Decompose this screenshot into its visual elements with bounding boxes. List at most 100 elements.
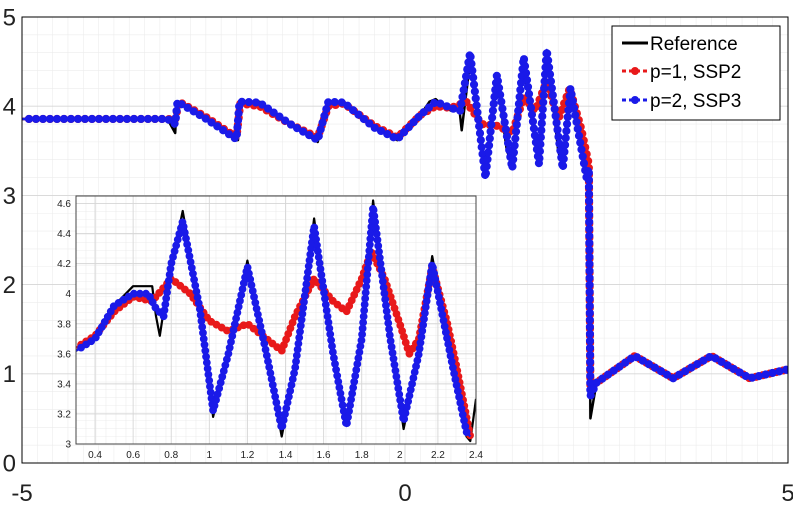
series-marker-2 — [561, 133, 570, 143]
legend-label-reference: Reference — [650, 34, 738, 55]
series-marker-2 — [563, 112, 572, 122]
series-marker-2 — [399, 128, 409, 137]
series-marker-2 — [472, 101, 481, 110]
y-tick-label: 3.2 — [57, 409, 71, 420]
series-marker-2 — [468, 66, 477, 75]
series-marker-2 — [560, 147, 569, 157]
series-marker-2 — [573, 124, 582, 133]
series-marker-2 — [586, 371, 595, 381]
series-marker-2 — [576, 138, 585, 147]
series-marker-2 — [419, 108, 428, 117]
series-marker-2 — [525, 96, 535, 105]
series-marker-2 — [521, 68, 531, 78]
axes-frame — [21, 16, 789, 464]
series-marker-2 — [551, 111, 560, 121]
series-marker-2 — [513, 113, 522, 122]
series-marker-2 — [585, 266, 594, 276]
series-marker-2 — [493, 76, 503, 86]
series-marker-2 — [723, 361, 732, 370]
series-marker-2 — [305, 131, 314, 140]
y-tick-label: 4 — [65, 289, 71, 300]
series-marker-2 — [330, 98, 339, 107]
x-tick-label: 1 — [207, 450, 213, 461]
series-marker-2 — [537, 126, 546, 135]
series-marker-2 — [414, 112, 423, 122]
series-marker-2 — [511, 134, 520, 143]
series-marker-2 — [292, 123, 302, 133]
y-tick-label: 4.4 — [57, 229, 71, 240]
series-marker-2 — [546, 77, 556, 86]
series-marker-2 — [299, 127, 308, 136]
series-marker-2 — [585, 350, 595, 360]
series-marker-2 — [183, 103, 192, 112]
series-marker-2 — [585, 203, 594, 213]
series-marker-2 — [469, 80, 479, 89]
series-marker-2 — [515, 92, 524, 101]
series-marker-2 — [578, 152, 587, 161]
series-marker-2 — [498, 104, 507, 113]
series-marker-2 — [535, 147, 545, 156]
series-marker-2 — [567, 90, 576, 99]
series-marker-2 — [458, 92, 467, 102]
series-marker-2 — [585, 210, 594, 220]
series-marker-2 — [233, 116, 243, 125]
series-marker-2 — [545, 70, 555, 79]
series-marker-2 — [31, 114, 41, 124]
series-marker-2 — [244, 98, 253, 107]
series-marker-2 — [735, 368, 744, 377]
series-marker-2 — [584, 182, 594, 192]
series-marker-2 — [470, 87, 479, 96]
x-tick-label: 1.6 — [317, 450, 331, 461]
series-marker-2 — [481, 169, 491, 178]
series-marker-2 — [663, 370, 672, 379]
series-marker-2 — [234, 109, 243, 118]
series-marker-2 — [484, 148, 493, 157]
x-tick-label: 1.2 — [240, 450, 254, 461]
series-marker-2 — [544, 63, 554, 72]
y-tick-label: 4.2 — [57, 259, 71, 270]
series-marker-2 — [526, 103, 536, 112]
series-marker-2 — [232, 130, 241, 139]
series-marker-2 — [52, 114, 62, 124]
series-marker-2 — [717, 357, 726, 366]
series-marker-2 — [586, 357, 595, 367]
legend-label-ssp2: p=1, SSP2 — [650, 62, 741, 83]
series-marker-2 — [509, 155, 518, 164]
y-tick-label: 3.4 — [57, 379, 71, 390]
y-tick-label: 5 — [3, 4, 16, 31]
series-marker-2 — [219, 126, 228, 135]
series-marker-2 — [494, 83, 504, 92]
series-marker-2 — [94, 114, 104, 124]
series-marker-2 — [538, 105, 547, 114]
series-marker-2 — [514, 99, 524, 108]
series-marker-2 — [592, 378, 601, 387]
series-marker-2 — [189, 107, 198, 116]
series-marker-2 — [571, 110, 580, 120]
series-marker-2 — [460, 79, 469, 88]
series-marker-2 — [585, 224, 594, 234]
series-marker-2 — [24, 114, 34, 124]
series-marker-2 — [66, 114, 76, 124]
series-marker-2 — [579, 159, 589, 168]
series-marker-2 — [519, 55, 529, 64]
y-tick-label: 4 — [3, 94, 16, 121]
series-marker-2 — [586, 364, 595, 374]
series-marker-2 — [456, 106, 465, 115]
series-marker-2 — [136, 114, 146, 124]
series-marker-2 — [550, 104, 559, 114]
series-marker-2 — [348, 106, 358, 115]
series-marker-2 — [488, 106, 498, 115]
series-marker-2 — [129, 114, 139, 124]
series-marker-2 — [101, 114, 111, 124]
series-marker-2 — [761, 370, 770, 379]
series-marker-2 — [528, 117, 538, 126]
series-marker-2 — [562, 119, 572, 129]
inset-chart: 0.4 0.6 0.8 1 1.2 1.4 1.6 1.8 2 2.2 2.4 3 3.2 3.4 3.6 3… — [57, 195, 483, 461]
series-marker-2 — [509, 148, 518, 157]
series-marker-2 — [224, 130, 234, 139]
series-marker-2 — [768, 368, 777, 378]
series-marker-2 — [539, 98, 548, 107]
series-marker-2 — [577, 145, 586, 154]
series-marker-2 — [409, 117, 418, 127]
series-marker-2 — [177, 100, 186, 109]
